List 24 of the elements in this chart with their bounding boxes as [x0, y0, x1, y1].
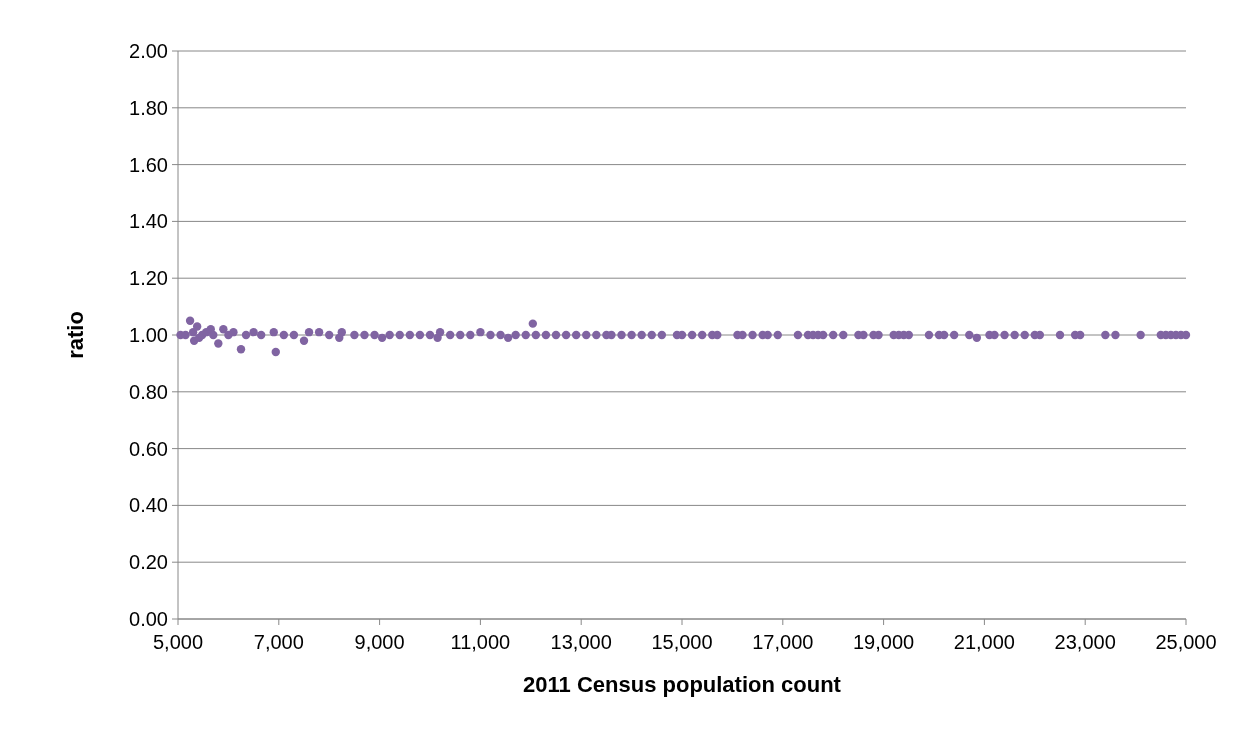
x-tick-label: 19,000 — [853, 631, 915, 653]
x-tick-label: 13,000 — [550, 631, 612, 653]
y-tick-label: 1.60 — [129, 153, 168, 176]
y-tick-label: 0.40 — [129, 494, 168, 517]
y-tick-label: 0.80 — [129, 380, 168, 403]
y-tick-label: 0.00 — [129, 608, 168, 630]
x-axis-title: 2011 Census population count — [523, 672, 842, 697]
y-tick-label: 0.20 — [129, 551, 168, 574]
x-tick-label: 7,000 — [253, 631, 304, 653]
x-tick-label: 23,000 — [1054, 631, 1116, 653]
y-tick-label: 0.60 — [129, 437, 168, 460]
x-tick-label: 11,000 — [450, 631, 511, 653]
x-tick-label: 21,000 — [953, 631, 1015, 653]
y-tick-label: 1.00 — [129, 324, 168, 346]
y-tick-label: 1.80 — [129, 96, 168, 119]
x-tick-label: 15,000 — [651, 631, 713, 653]
y-axis-title: ratio — [63, 311, 88, 359]
y-tick-label: 2.00 — [129, 40, 168, 62]
x-tick-label: 17,000 — [752, 631, 814, 653]
x-tick-label: 25,000 — [1155, 631, 1217, 653]
y-tick-label: 1.40 — [129, 210, 168, 233]
x-tick-label: 5,000 — [152, 631, 204, 653]
y-tick-label: 1.20 — [129, 267, 168, 290]
x-tick-label: 9,000 — [354, 631, 405, 653]
